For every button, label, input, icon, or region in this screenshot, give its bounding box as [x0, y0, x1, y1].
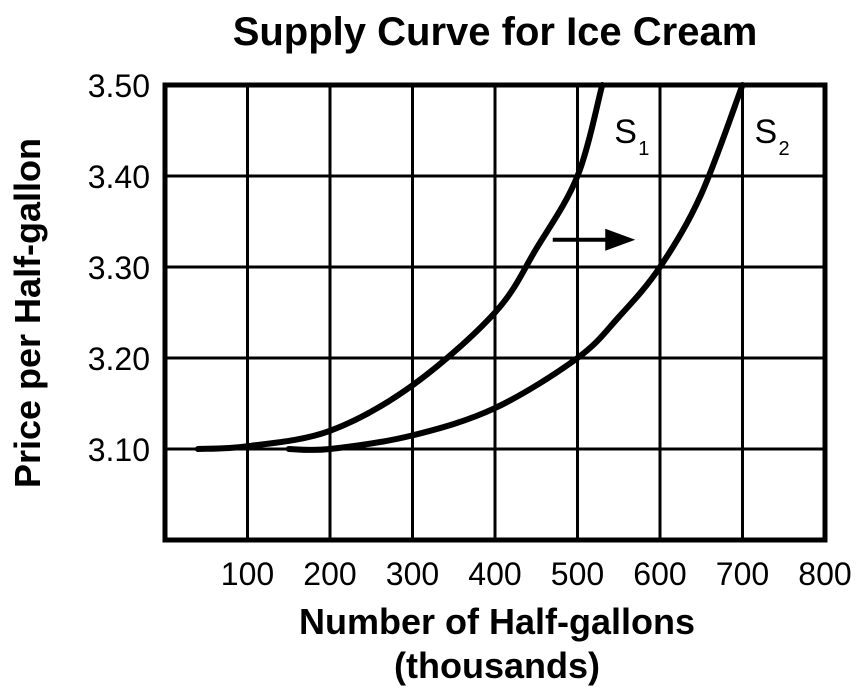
series-line-s2: [285, 82, 746, 453]
y-tick-label: 3.20: [88, 341, 150, 377]
y-tick-label: 3.10: [88, 432, 150, 468]
chart-title: Supply Curve for Ice Cream: [233, 10, 758, 54]
x-tick-label: 400: [468, 556, 521, 592]
series-line-s1: [195, 82, 606, 452]
x-tick-label: 600: [633, 556, 686, 592]
series-lines: [195, 82, 746, 453]
series-subscript: 2: [779, 138, 790, 160]
arrow-head: [605, 228, 636, 251]
shift-arrow: [552, 228, 636, 251]
y-axis-title: Price per Half-gallon: [7, 138, 48, 488]
y-tick-label: 3.50: [88, 68, 150, 104]
x-tick-label: 100: [221, 556, 274, 592]
series-label-s2: S: [755, 113, 778, 151]
x-tick-label: 200: [303, 556, 356, 592]
series-subscript: 1: [638, 138, 649, 160]
series-label-s1: S: [614, 113, 637, 151]
x-tick-label: 300: [386, 556, 439, 592]
x-tick-label: 700: [716, 556, 769, 592]
y-tick-label: 3.40: [88, 159, 150, 195]
x-tick-label: 500: [551, 556, 604, 592]
x-tick-labels: 100 200 300 400 500 600 700 800: [221, 556, 852, 592]
x-axis-subtitle: (thousands): [394, 645, 600, 686]
x-tick-label: 800: [798, 556, 851, 592]
y-tick-label: 3.30: [88, 250, 150, 286]
y-tick-labels: 3.10 3.20 3.30 3.40 3.50: [88, 68, 150, 468]
x-axis-title: Number of Half-gallons: [299, 601, 695, 642]
plot-frame: [162, 82, 828, 543]
